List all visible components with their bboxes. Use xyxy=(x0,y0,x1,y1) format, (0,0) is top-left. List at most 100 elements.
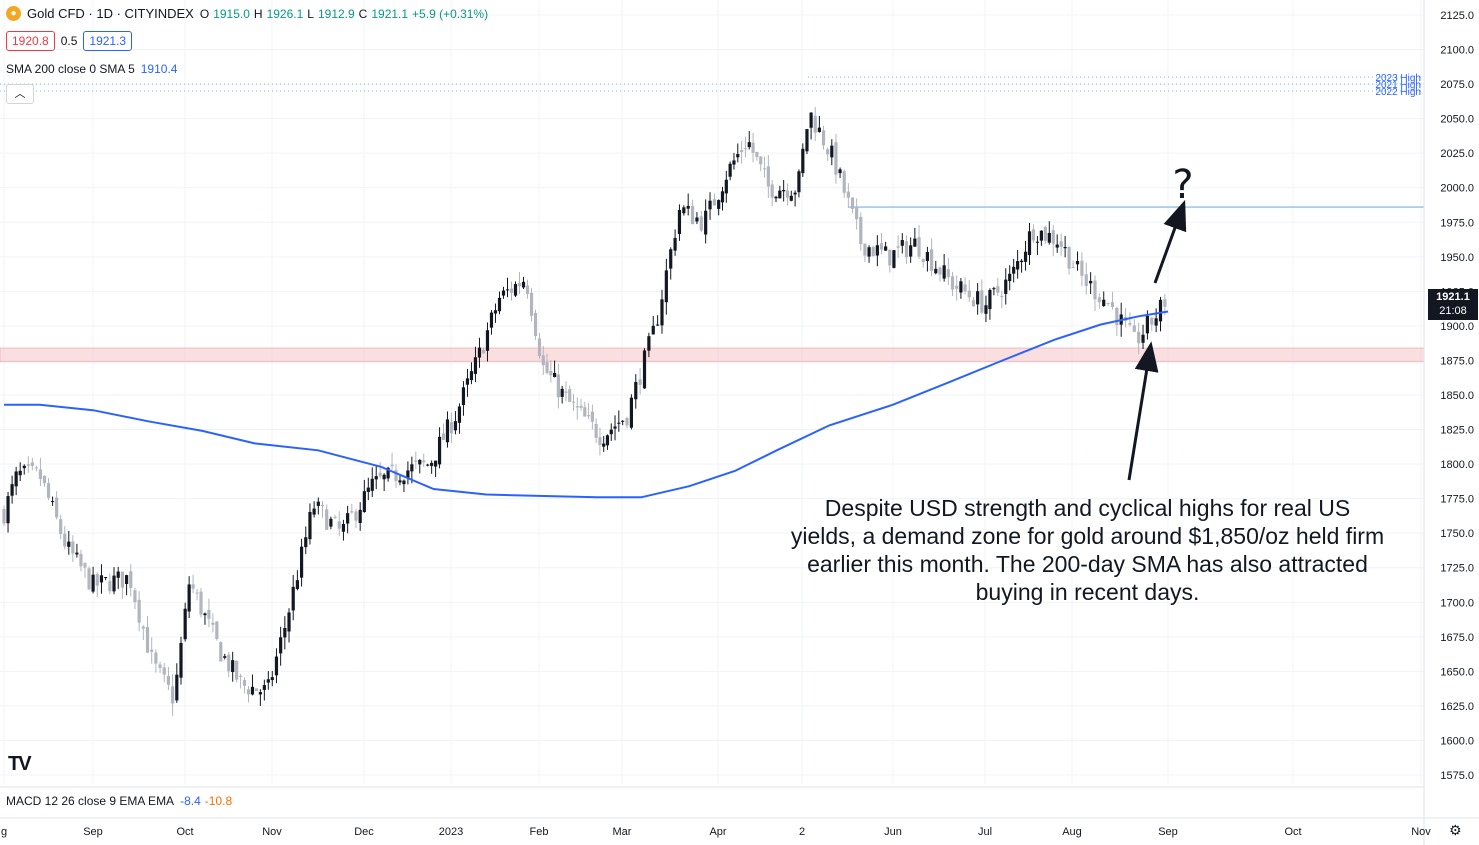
candle-body xyxy=(1067,246,1071,269)
candle-body xyxy=(521,281,526,288)
high-value: 1926.1 xyxy=(266,6,304,21)
candle-body xyxy=(63,533,67,547)
candle-body xyxy=(1163,299,1167,307)
candle-body xyxy=(793,192,797,195)
candle-body xyxy=(740,150,744,153)
candle-body xyxy=(834,142,838,175)
candle-body xyxy=(382,474,386,480)
candle-body xyxy=(984,305,988,314)
tradingview-logo-icon[interactable]: TV xyxy=(8,753,32,775)
candle-body xyxy=(493,310,498,314)
candle-body xyxy=(1106,303,1110,305)
candle-body xyxy=(299,546,304,578)
settings-gear-icon[interactable]: ⚙ xyxy=(1449,822,1462,838)
candle-body xyxy=(325,509,329,530)
candle-body xyxy=(154,652,158,664)
arrow-up-right xyxy=(1153,199,1187,284)
candle-body xyxy=(262,685,266,690)
candle-body xyxy=(386,467,390,479)
symbol-name[interactable]: Gold CFD · 1D · CITYINDEX xyxy=(27,6,194,21)
candle-body xyxy=(942,265,946,279)
candle-body xyxy=(55,497,59,518)
price-axis-label: 2125.0 xyxy=(1440,10,1474,22)
buy-button[interactable]: 1921.3 xyxy=(83,31,133,51)
candle-body xyxy=(695,217,699,222)
macd-legend-label: MACD 12 26 close 9 EMA EMA xyxy=(6,794,175,808)
candle-body xyxy=(690,206,695,225)
candle-body xyxy=(1137,331,1141,344)
candle-body xyxy=(87,568,91,590)
candle-body xyxy=(568,389,572,402)
candle-body xyxy=(896,246,900,248)
price-axis-label: 2050.0 xyxy=(1440,114,1474,126)
candle-body xyxy=(1075,261,1080,265)
candle-body xyxy=(809,112,813,128)
open-value: 1915.0 xyxy=(213,6,250,21)
sell-button[interactable]: 1920.8 xyxy=(6,31,55,51)
candle-body xyxy=(1110,302,1115,307)
candle-body xyxy=(517,282,522,287)
candle-body xyxy=(1047,232,1051,243)
sma-legend[interactable]: SMA 200 close 0 SMA 5 1910.4 xyxy=(6,62,177,76)
collapse-indicators-button[interactable]: ︿ xyxy=(6,84,34,104)
candle-body xyxy=(104,577,108,579)
candle-body xyxy=(283,627,287,638)
candle-body xyxy=(30,462,34,467)
time-axis-label: Oct xyxy=(1284,826,1301,838)
candle-body xyxy=(669,249,673,269)
close-value: 1921.1 xyxy=(371,6,409,21)
candle-body xyxy=(175,674,179,701)
candle-body xyxy=(414,460,418,462)
candle-body xyxy=(329,518,333,527)
candle-body xyxy=(145,627,150,653)
candle-body xyxy=(699,216,703,231)
candle-body xyxy=(583,407,587,417)
candle-body xyxy=(1154,318,1158,326)
candle-body xyxy=(38,469,43,480)
arrow-up-demand xyxy=(1127,341,1159,481)
candle-body xyxy=(187,584,191,612)
candle-body xyxy=(287,612,291,632)
candle-body xyxy=(533,312,538,337)
candle-body xyxy=(751,142,755,153)
candle-body xyxy=(354,511,358,521)
gold-logo-icon: ● xyxy=(6,6,21,21)
candle-body xyxy=(358,509,362,524)
candle-body xyxy=(374,476,378,480)
candle-body xyxy=(732,160,736,165)
candle-body xyxy=(378,472,382,477)
candle-body xyxy=(1008,273,1012,282)
candle-body xyxy=(925,252,930,262)
candle-body xyxy=(590,411,594,422)
candle-body xyxy=(162,667,166,675)
candle-body xyxy=(22,465,26,469)
candle-body xyxy=(183,608,187,640)
candle-body xyxy=(762,168,767,170)
candle-body xyxy=(842,171,846,193)
level-line-label: 2023 High xyxy=(1375,73,1421,84)
open-label: O xyxy=(199,6,210,21)
candle-body xyxy=(888,249,892,266)
candle-body xyxy=(846,191,850,198)
candle-body xyxy=(346,513,350,524)
candle-body xyxy=(892,250,896,268)
candle-body xyxy=(1023,251,1028,262)
candle-body xyxy=(1145,316,1150,334)
sma-200-line xyxy=(4,310,1169,499)
price-axis-label: 1675.0 xyxy=(1440,632,1474,644)
candle-body xyxy=(855,207,859,220)
candle-body xyxy=(686,205,690,209)
candle-body xyxy=(95,573,99,586)
candle-body xyxy=(473,357,478,374)
candle-body xyxy=(489,312,494,328)
candle-body xyxy=(634,381,638,400)
time-axis-label: g xyxy=(1,826,7,838)
candle-body xyxy=(242,679,247,686)
macd-legend[interactable]: MACD 12 26 close 9 EMA EMA -8.4 -10.8 xyxy=(6,794,232,808)
candle-body xyxy=(46,483,51,498)
candle-body xyxy=(71,541,75,554)
candle-body xyxy=(1019,260,1024,263)
time-axis-label: Oct xyxy=(176,826,193,838)
price-axis-label: 1700.0 xyxy=(1440,597,1474,609)
